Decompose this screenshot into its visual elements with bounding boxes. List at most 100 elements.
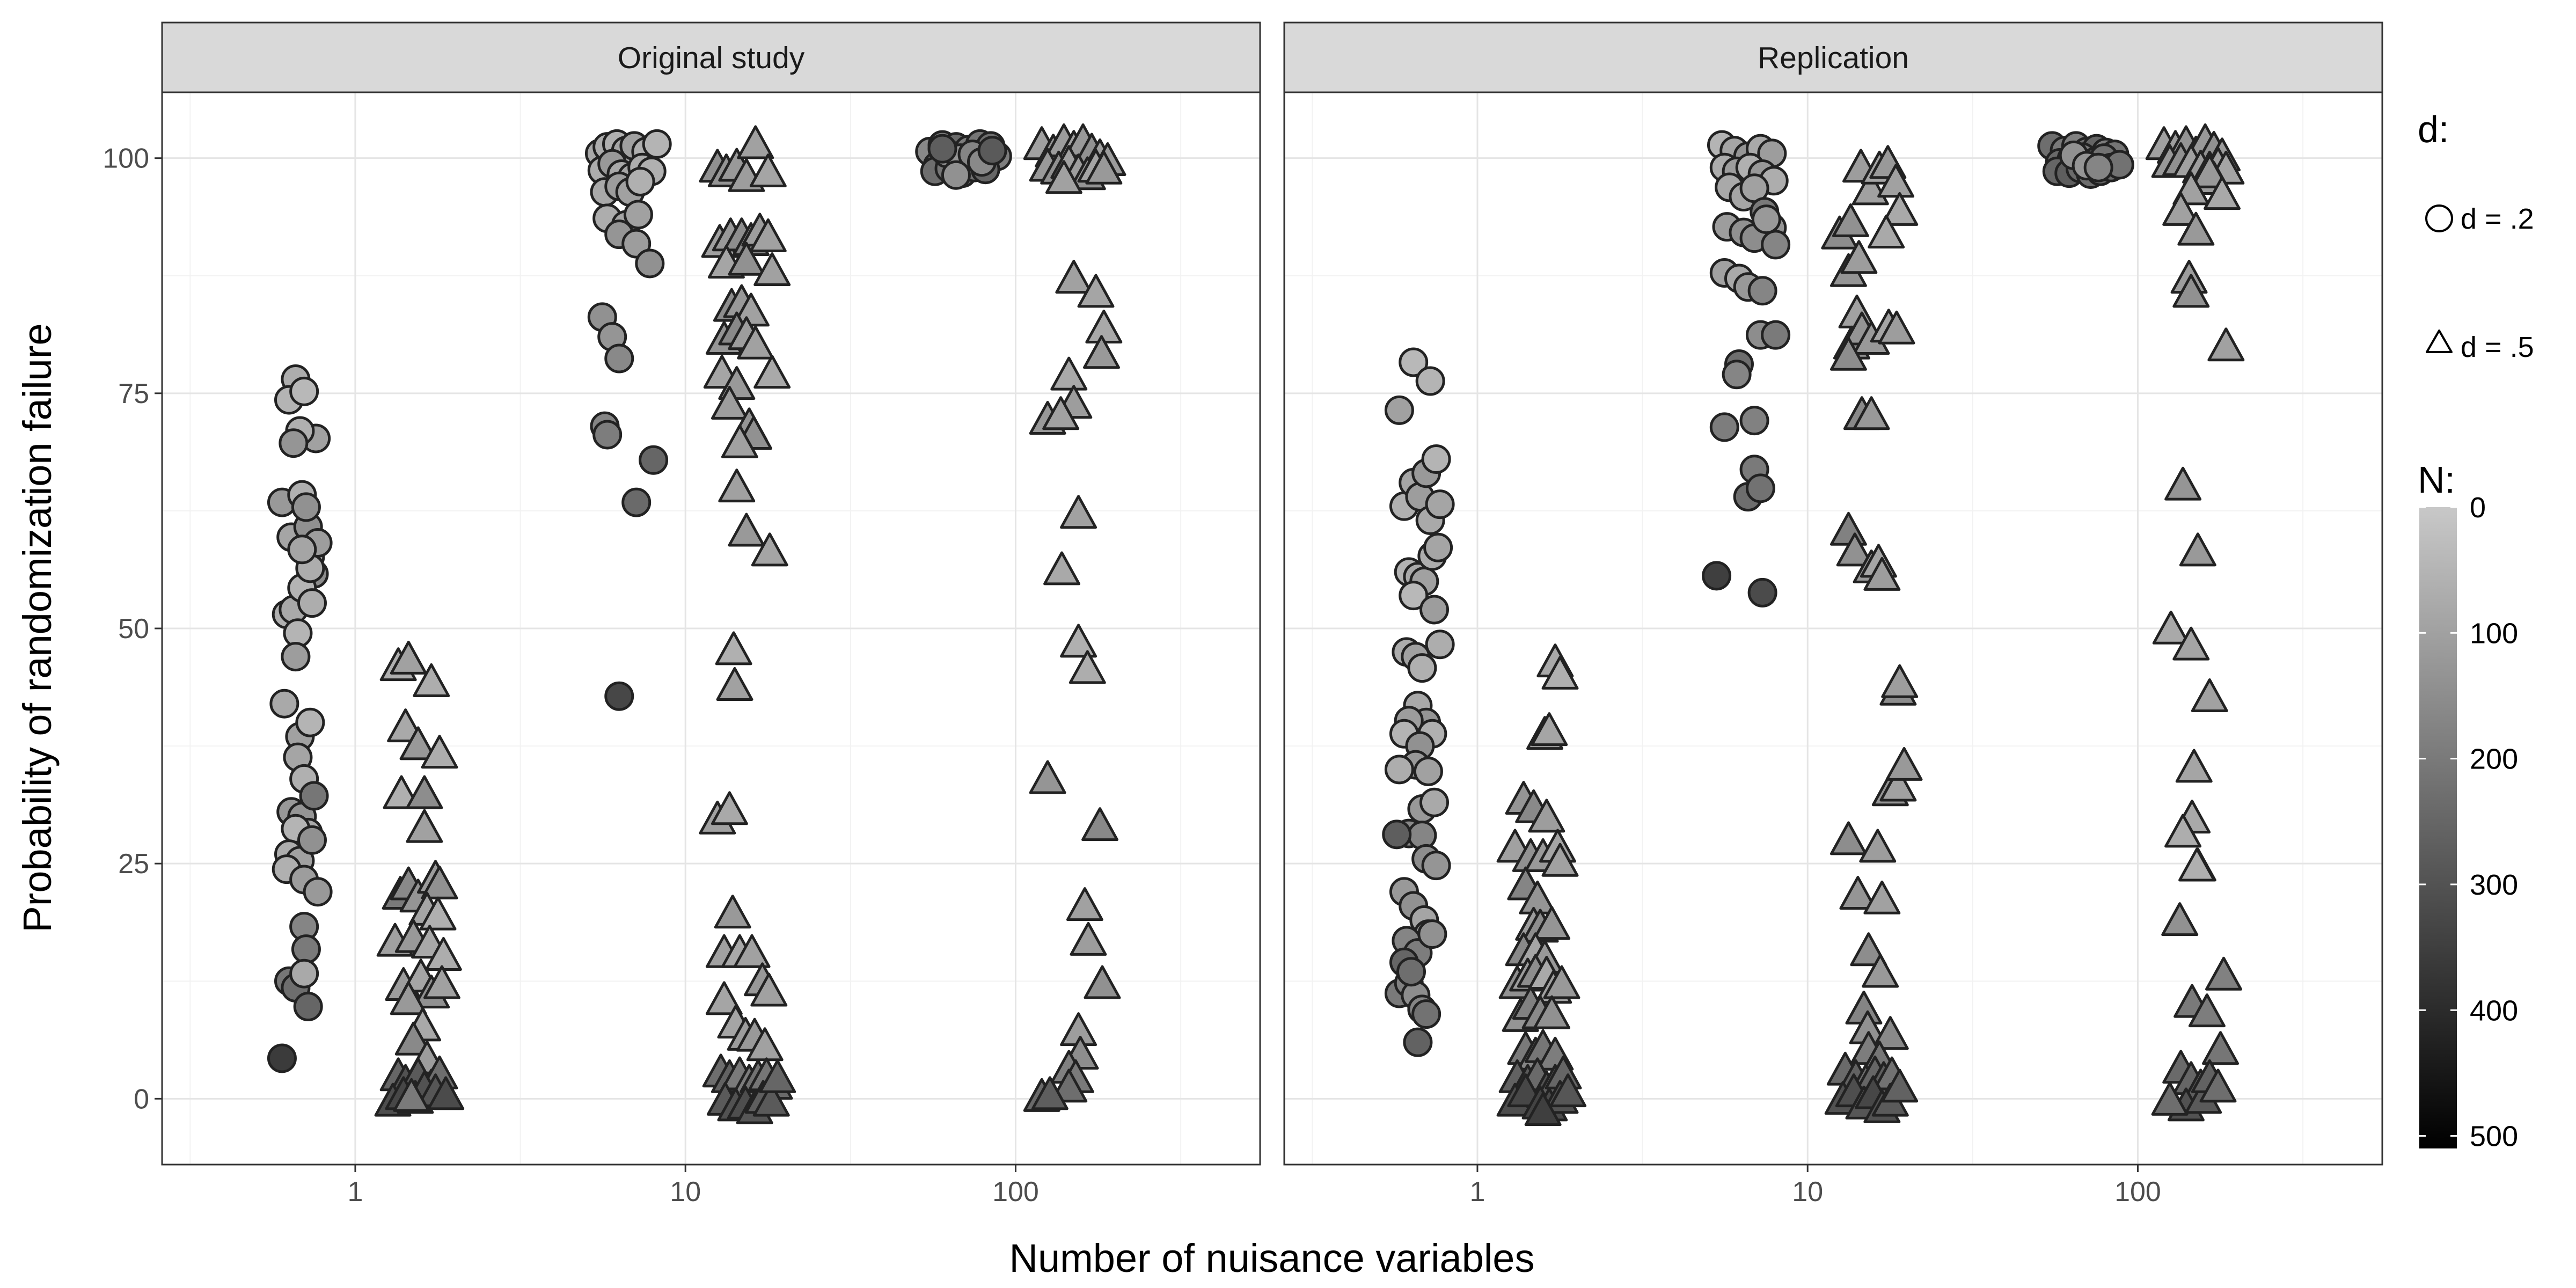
data-point-circle <box>1415 366 1445 396</box>
data-point-triangle <box>1881 1069 1919 1103</box>
panel-title: Original study <box>618 41 805 75</box>
data-point-circle <box>941 160 971 190</box>
data-point-triangle <box>2164 814 2202 848</box>
data-point-circle <box>1419 595 1449 625</box>
data-point-triangle <box>1055 260 1093 294</box>
data-point-triangle <box>399 726 437 760</box>
data-point-circle <box>1421 444 1451 474</box>
data-point-triangle <box>2199 1069 2237 1103</box>
data-point-triangle <box>1533 906 1571 940</box>
data-point-circle <box>289 376 319 406</box>
data-point-triangle <box>2204 176 2241 210</box>
data-point-triangle <box>1878 310 1915 345</box>
legend: d: d = .2 d = .5 N: 0 100 200 300 400 500 <box>2418 108 2534 1153</box>
data-point-triangle <box>2161 902 2199 936</box>
data-point-triangle <box>1871 1016 1909 1050</box>
data-point-triangle <box>1524 1092 1562 1126</box>
data-point-triangle <box>711 385 748 420</box>
data-point-circle <box>1739 406 1769 436</box>
data-point-circle <box>1722 360 1752 390</box>
data-point-triangle <box>715 631 752 665</box>
data-point-circle <box>297 825 327 855</box>
data-point-triangle <box>1840 240 1878 274</box>
x-tick-label: 1 <box>1469 1176 1485 1208</box>
data-point-circle <box>642 129 672 159</box>
data-point-triangle <box>728 241 765 276</box>
data-point-circle <box>1399 347 1429 377</box>
data-point-triangle <box>2205 956 2242 991</box>
data-point-triangle <box>393 1078 430 1112</box>
data-points <box>267 123 1126 1124</box>
data-point-circle <box>977 136 1007 166</box>
data-point-circle <box>1413 756 1443 786</box>
colorbar-tick-label: 400 <box>2470 994 2518 1027</box>
data-point-triangle <box>1541 655 1579 690</box>
data-point-circle <box>291 492 321 522</box>
data-point-triangle <box>1829 336 1867 371</box>
data-point-circle <box>1384 755 1414 785</box>
data-point-triangle <box>714 895 751 929</box>
panel-strip <box>1283 21 2383 93</box>
data-point-triangle <box>737 125 774 159</box>
x-axis: 1 10 100 <box>347 1165 1039 1208</box>
data-point-triangle <box>1085 150 1123 185</box>
data-point-triangle <box>2172 626 2210 661</box>
panel-strip <box>161 21 1261 93</box>
data-point-triangle <box>1549 1073 1587 1108</box>
data-point-triangle <box>390 981 427 1015</box>
data-point-triangle <box>1836 532 1874 567</box>
legend-circle-key <box>2425 204 2453 232</box>
data-point-triangle <box>2207 327 2245 362</box>
data-point-triangle <box>1077 274 1115 308</box>
data-point-triangle <box>1839 876 1877 910</box>
data-point-triangle <box>1829 821 1867 855</box>
data-point-circle <box>297 588 327 618</box>
legend-entry-label: d = .2 <box>2461 203 2534 235</box>
data-point-circle <box>1425 630 1455 660</box>
data-point-triangle <box>1881 192 1919 226</box>
data-point-triangle <box>753 252 791 287</box>
data-points <box>1382 123 2245 1126</box>
data-point-triangle <box>1853 396 1890 430</box>
colorbar-tick-label: 500 <box>2470 1121 2518 1153</box>
data-point-circle <box>1417 919 1447 949</box>
data-point-circle <box>623 200 653 230</box>
data-point-circle <box>927 134 957 164</box>
data-point-circle <box>1761 320 1791 350</box>
data-point-circle <box>1747 276 1777 306</box>
data-point-triangle <box>1050 356 1088 391</box>
data-point-triangle <box>1070 921 1107 956</box>
data-point-circle <box>289 958 319 989</box>
data-point-circle <box>291 934 321 964</box>
data-point-triangle <box>1850 932 1887 967</box>
data-point-circle <box>592 420 623 450</box>
data-point-circle <box>2083 152 2113 182</box>
x-axis-title: Number of nuisance variables <box>1009 1236 1535 1280</box>
colorbar-tick-label: 300 <box>2470 869 2518 901</box>
colorbar-tick-label: 200 <box>2470 743 2518 775</box>
data-point-circle <box>625 167 655 196</box>
data-point-triangle <box>1069 650 1106 684</box>
data-point-triangle <box>737 325 774 360</box>
data-point-circle <box>1425 489 1455 519</box>
data-point-triangle <box>1863 880 1901 914</box>
data-point-triangle <box>1029 760 1066 794</box>
data-point-circle <box>1399 581 1429 611</box>
y-tick-label: 50 <box>118 613 149 645</box>
panel-replication: Replication 1 10 100 <box>1283 21 2383 1208</box>
y-tick-label: 0 <box>134 1084 149 1115</box>
data-point-triangle <box>1885 747 1923 781</box>
data-point-triangle <box>2177 211 2215 246</box>
data-point-triangle <box>1859 829 1897 863</box>
panel-original: Original study 1 10 100 <box>161 21 1261 1208</box>
data-point-triangle <box>1031 1076 1069 1110</box>
data-point-triangle <box>421 865 458 899</box>
data-point-circle <box>1396 957 1426 987</box>
panel-border <box>1283 91 2383 1166</box>
data-point-triangle <box>406 809 443 843</box>
data-point-circle <box>1384 395 1414 425</box>
colorbar-tick-label: 100 <box>2470 617 2518 649</box>
data-point-circle <box>1407 653 1437 683</box>
x-axis: 1 10 100 <box>1469 1165 2161 1208</box>
